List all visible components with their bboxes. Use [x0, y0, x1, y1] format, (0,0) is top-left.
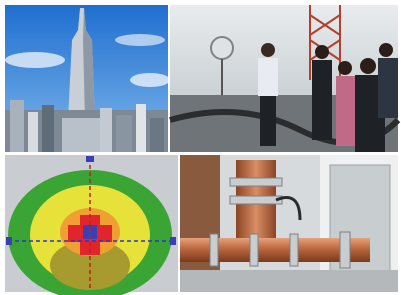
page — [0, 0, 401, 295]
photo-collage — [0, 0, 401, 295]
equipment-photo — [180, 155, 398, 292]
radar-map — [5, 155, 178, 295]
skyscraper-photo — [5, 5, 170, 152]
rooftop-photo — [170, 5, 398, 152]
